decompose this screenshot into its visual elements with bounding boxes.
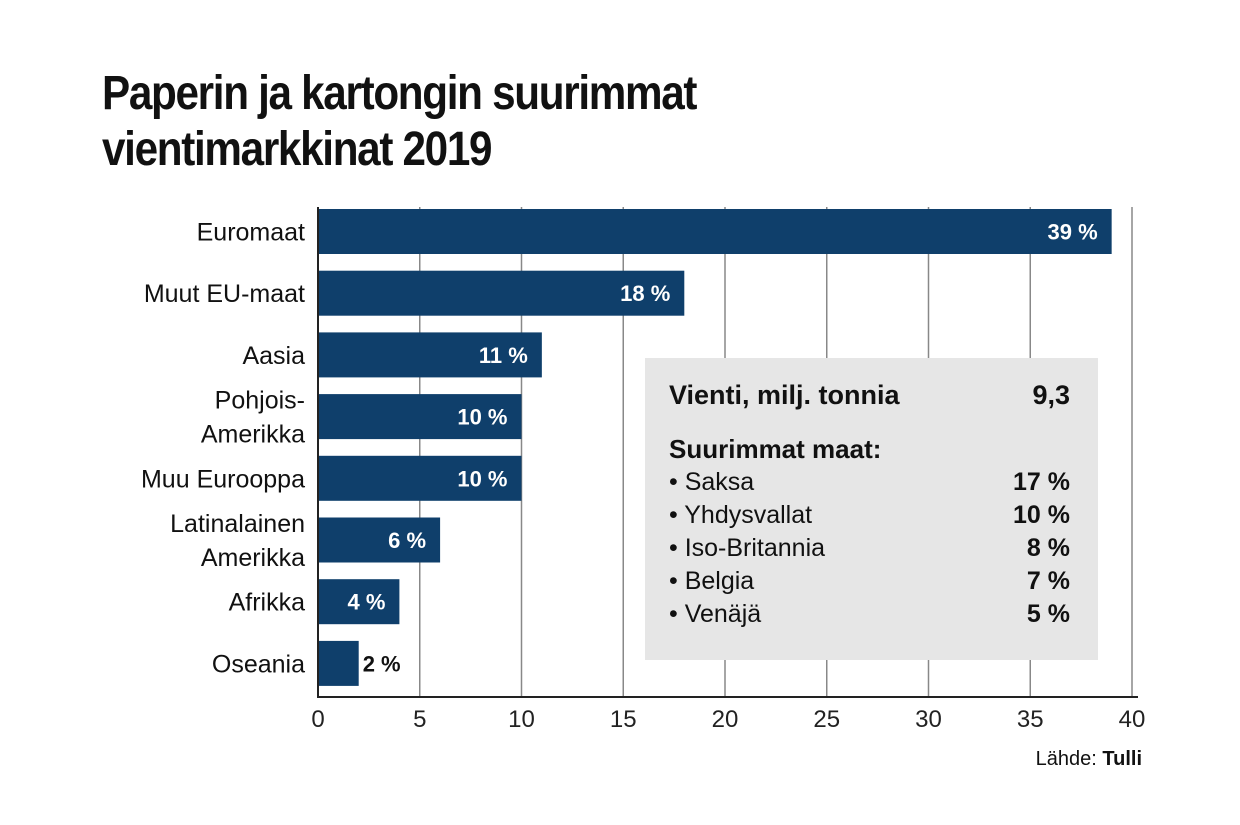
category-label: Aasia: [242, 342, 305, 370]
bar: [318, 640, 359, 686]
country-share: 5 %: [1026, 600, 1070, 628]
bar: [318, 270, 685, 316]
bar-value-label: 18 %: [620, 281, 670, 306]
bar-value-label: 10 %: [457, 405, 507, 430]
bar: [318, 579, 400, 625]
bar-value-label: 2 %: [363, 651, 401, 676]
x-tick-label: 15: [610, 706, 637, 733]
category-label: Oseania: [212, 650, 305, 678]
export-row: Vienti, milj. tonnia 9,3: [669, 380, 1070, 411]
title-line-1: Paperin ja kartongin suurimmat: [102, 67, 697, 120]
x-tick-label: 30: [915, 706, 942, 733]
country-name: • Yhdysvallat: [669, 501, 813, 529]
category-label: Muu Eurooppa: [141, 465, 305, 493]
bar: [318, 517, 441, 563]
category-label: Latinalainen: [170, 510, 305, 538]
bar-value-label: 4 %: [347, 590, 385, 615]
countries-heading-text: Suurimmat maat:: [669, 434, 882, 464]
title-line-2: vientimarkkinat 2019: [102, 123, 493, 176]
country-name: • Saksa: [669, 468, 755, 496]
source-label: Lähde:: [1035, 748, 1097, 770]
bar: [318, 209, 1112, 254]
x-tick-label: 40: [1119, 706, 1146, 733]
category-label: Amerikka: [201, 544, 305, 572]
bar-value-label: 6 %: [388, 528, 426, 553]
country-name: • Venäjä: [669, 600, 762, 628]
bar: [318, 394, 522, 440]
countries-heading: Suurimmat maat:: [669, 434, 1070, 465]
x-tick-label: 10: [508, 706, 535, 733]
bar: [318, 455, 522, 501]
country-name: • Belgia: [669, 567, 755, 595]
x-tick-label: 25: [813, 706, 840, 733]
x-tick-label: 0: [311, 706, 324, 733]
x-tick-label: 20: [712, 706, 739, 733]
info-box: Vienti, milj. tonnia 9,3 Suurimmat maat:…: [645, 358, 1098, 660]
category-label: Pohjois-: [215, 387, 305, 415]
country-share: 17 %: [1013, 468, 1070, 496]
export-label: Vienti, milj. tonnia: [669, 380, 900, 410]
category-label: Afrikka: [229, 589, 306, 617]
x-tick-label: 35: [1017, 706, 1044, 733]
country-row: • Yhdysvallat 10 %: [669, 501, 1070, 530]
x-tick-label: 5: [413, 706, 426, 733]
source-note: Lähde: Tulli: [1036, 748, 1142, 771]
country-row: • Venäjä 5 %: [669, 600, 1070, 629]
export-value: 9,3: [1032, 380, 1070, 410]
country-row: • Belgia 7 %: [669, 567, 1070, 596]
bar-value-label: 11 %: [479, 343, 528, 368]
category-label: Euromaat: [197, 219, 305, 247]
chart-title: Paperin ja kartongin suurimmat vientimar…: [102, 66, 894, 178]
country-share: 10 %: [1013, 501, 1070, 529]
bar: [318, 332, 542, 378]
bar-value-label: 39 %: [1047, 220, 1097, 245]
category-label: Muut EU-maat: [144, 280, 305, 308]
country-row: • Saksa 17 %: [669, 468, 1070, 497]
country-row: • Iso-Britannia 8 %: [669, 534, 1070, 563]
source-name: Tulli: [1102, 748, 1142, 770]
country-share: 8 %: [1026, 534, 1070, 562]
country-name: • Iso-Britannia: [669, 534, 826, 562]
bar-value-label: 10 %: [457, 466, 507, 491]
country-share: 7 %: [1026, 567, 1070, 595]
category-label: Amerikka: [201, 421, 305, 449]
